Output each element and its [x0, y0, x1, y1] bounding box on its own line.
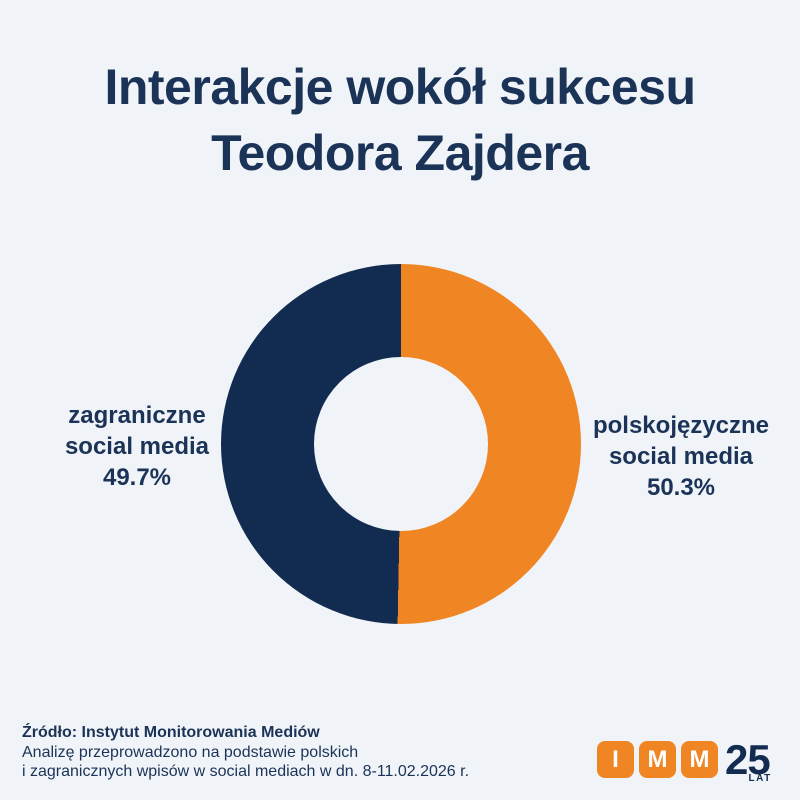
logo-number: 25	[725, 736, 771, 783]
logo-letter-m1: M	[647, 745, 668, 773]
source-line-3: i zagranicznych wpisów w social mediach …	[22, 763, 470, 780]
chart-label-left: zagraniczne social media 49.7%	[22, 400, 252, 493]
title-line-2: Teodora Zajdera	[211, 125, 589, 181]
logo-square-m1: M	[639, 741, 676, 778]
logo-letter-i: I	[612, 745, 619, 773]
donut-hole	[314, 357, 488, 531]
logo-letter-m2: M	[689, 745, 710, 773]
left-label-value: 49.7%	[102, 464, 172, 491]
logo-suffix: LAT	[748, 773, 772, 784]
chart-label-right: polskojęzyczne social media 50.3%	[566, 410, 796, 503]
imm-logo: I M M 25 LAT	[597, 736, 771, 785]
left-label-line-1: zagraniczne	[68, 402, 206, 429]
page-title: Interakcje wokół sukcesu Teodora Zajdera	[0, 54, 800, 186]
right-label-value: 50.3%	[646, 474, 716, 501]
left-label-line-2: social media	[64, 433, 210, 460]
logo-square-i: I	[597, 741, 634, 778]
source-line-2: Analizę przeprowadzono na podstawie pols…	[22, 743, 359, 761]
logo-anniversary: 25 LAT	[725, 736, 771, 785]
source-note: Źródło: Instytut Monitorowania Mediów An…	[22, 723, 469, 782]
source-line-bold: Źródło: Instytut Monitorowania Mediów	[22, 724, 320, 741]
right-label-line-1: polskojęzyczne	[592, 412, 770, 439]
logo-square-m2: M	[681, 741, 718, 778]
donut-chart	[221, 264, 581, 624]
title-line-1: Interakcje wokół sukcesu	[104, 59, 696, 115]
imm-logo-squares: I M M	[597, 741, 718, 778]
right-label-line-2: social media	[608, 443, 754, 470]
